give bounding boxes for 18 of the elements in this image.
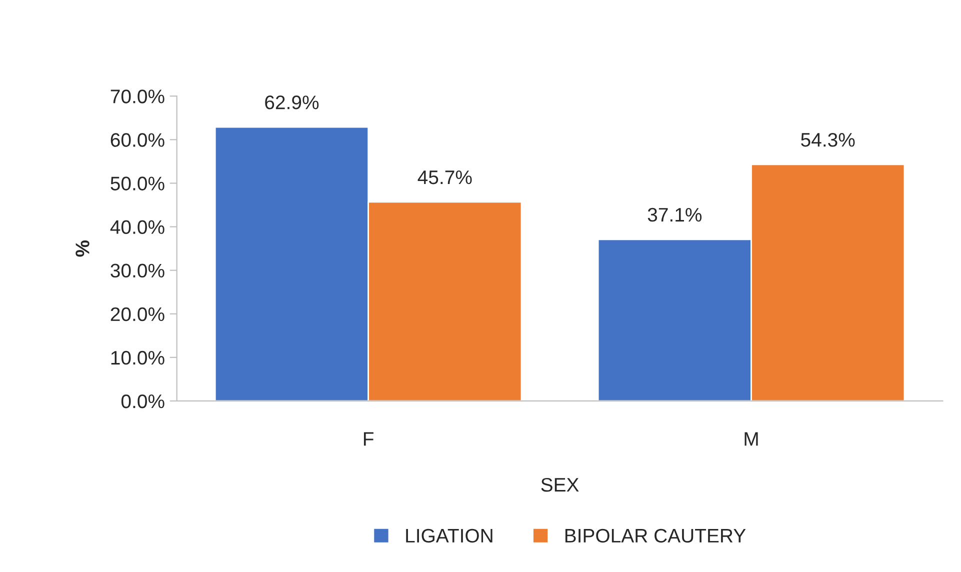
y-tick-label: 20.0%: [110, 307, 164, 322]
x-tick-label: M: [744, 432, 758, 446]
y-tick-label: 50.0%: [110, 176, 164, 190]
legend-label: BIPOLAR CAUTERY: [565, 528, 746, 543]
legend-label: LIGATION: [406, 528, 492, 543]
y-tick-label: 40.0%: [110, 220, 164, 234]
y-tick-label: 10.0%: [111, 350, 164, 365]
y-tick-label: 0.0%: [121, 394, 164, 408]
y-tick-label: 60.0%: [110, 133, 164, 147]
y-tick-label: 70.0%: [110, 90, 164, 104]
y-tick-label: 30.0%: [110, 264, 164, 278]
y-axis-title: %: [76, 240, 90, 257]
data-label: 62.9%: [265, 96, 319, 110]
data-label: 37.1%: [648, 208, 702, 222]
x-axis-title: SEX: [541, 478, 579, 492]
x-tick-label: F: [364, 432, 374, 446]
data-label: 45.7%: [418, 170, 472, 184]
data-label: 54.3%: [801, 132, 855, 147]
